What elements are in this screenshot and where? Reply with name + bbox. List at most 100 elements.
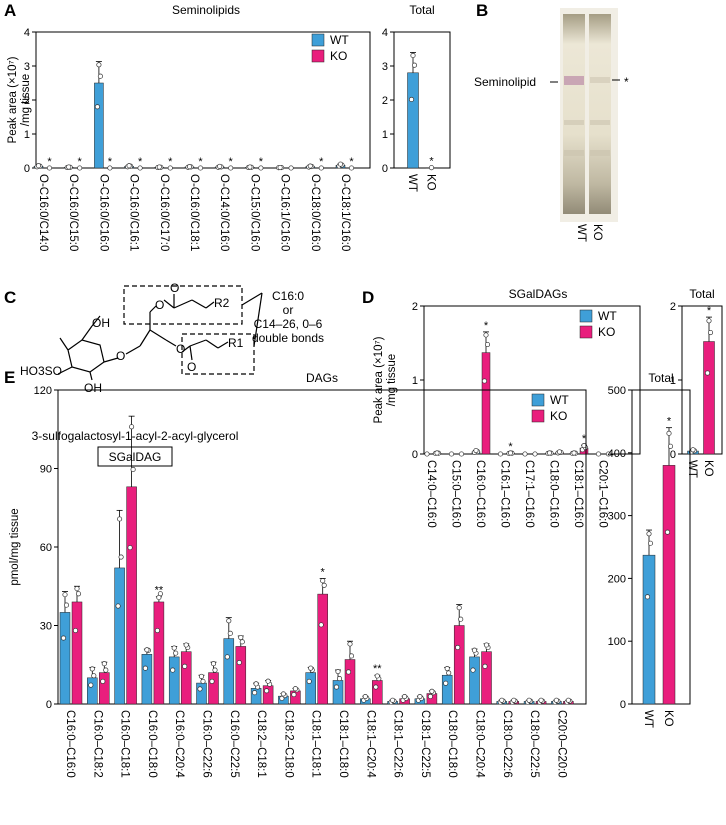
x-tick-label: O-C18:0/C16:0 [309,174,321,251]
significance-mark: * [429,156,434,168]
bar [154,602,164,704]
data-point [668,444,672,448]
x-tick-label: C16:0–C22:5 [228,710,240,778]
data-point [157,165,161,169]
plot-frame [394,32,450,168]
tlc-band [564,150,584,156]
data-point [348,642,352,646]
data-point [321,579,325,583]
data-point [338,162,342,166]
data-point [127,164,131,168]
bar [408,73,419,168]
x-tick-label: O-C15:0/C16:0 [248,174,260,251]
x-tick-label: C16:0–C16:0 [64,710,76,778]
y-axis-label: Peak area (×10⁷) [7,56,19,143]
significance-mark: * [168,156,173,168]
bond [192,300,206,308]
x-tick-label: O-C16:0/C14:0 [37,174,49,251]
compound-abbrev: SGalDAG [109,450,162,464]
data-point [523,452,527,456]
data-point [211,662,215,666]
bar [209,673,219,704]
y-tick-label: 30 [40,621,52,633]
data-point [254,682,258,686]
data-point [198,687,202,691]
o-label: O [170,281,179,295]
tlc-lane-ko [589,14,611,214]
r1-label: R1 [228,336,244,350]
bar [643,555,655,704]
data-point [218,164,222,168]
y-tick-label: 1 [412,375,418,387]
x-tick-label: C18:0–C22:5 [528,710,540,778]
data-point [500,698,504,702]
x-tick-label: C18:1–C20:4 [364,710,376,778]
tlc-band-label: Seminolipid [474,75,536,89]
data-point [322,583,326,587]
data-point [128,545,132,549]
data-point [527,698,531,702]
y-tick-label: 4 [382,27,388,39]
panel-label-a: A [4,1,16,20]
data-point [472,648,476,652]
data-point [201,679,205,683]
y-axis-label: pmol/mg tissue [9,508,21,585]
bar [306,673,316,704]
chart-title: SGalDAGs [509,287,568,301]
legend-label-ko: KO [330,49,347,63]
tlc-lane-label-wt: WT [575,224,587,242]
o-label: O [155,298,164,312]
bar [333,680,343,704]
data-point [482,379,486,383]
y-tick-label: 90 [40,464,52,476]
legend-swatch-wt [532,394,544,406]
y-tick-label: 400 [608,448,626,460]
bond [150,330,166,340]
y-tick-label: 2 [412,301,418,313]
data-point [248,165,252,169]
y-axis-label: /mg tissue [386,354,398,406]
data-point [445,666,449,670]
bar [663,465,675,704]
panel-label-d: D [362,288,374,307]
x-tick-label: O-C16:1/C16:0 [279,174,291,251]
acyl-note-line: C16:0 [272,289,304,303]
significance-mark: * [667,416,672,428]
data-point [412,63,416,67]
data-point [533,452,537,456]
significance-mark: * [108,156,113,168]
significance-mark: * [321,566,326,578]
oh-label: OH [84,381,102,395]
data-point [101,679,105,683]
data-point [64,603,68,607]
bar [115,568,125,704]
data-point [483,664,487,668]
data-point [456,645,460,649]
data-point [75,586,79,590]
bar [72,602,82,704]
data-point [435,451,439,455]
bond [190,340,206,346]
data-point [667,431,671,435]
panel-label-b: B [476,1,488,20]
acyl-note-line: C14–26, 0–6 [254,317,323,331]
data-point [213,668,217,672]
chart-title: Total [648,371,673,385]
x-tick-label: O-C14:0/C16:0 [218,174,230,251]
data-point [116,604,120,608]
bar [454,626,464,705]
data-point [117,517,121,521]
data-point [97,63,101,67]
significance-mark: * [508,441,513,453]
bar [345,660,355,704]
x-tick-label: C14:0–C16:0 [425,460,437,528]
acyl-note-line: double bonds [252,331,324,345]
legend-swatch-wt [312,34,324,46]
data-point [239,635,243,639]
bond [126,346,140,354]
tlc-plate [550,8,620,222]
x-tick-label: C18:1–C22:6 [392,710,404,778]
